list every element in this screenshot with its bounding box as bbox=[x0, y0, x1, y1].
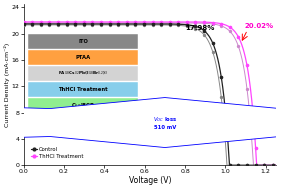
Y-axis label: Current Density (mA·cm⁻²): Current Density (mA·cm⁻²) bbox=[4, 43, 10, 127]
Legend: Control, ThHCl Treatment: Control, ThHCl Treatment bbox=[29, 145, 85, 161]
Text: 17.98%: 17.98% bbox=[185, 25, 214, 31]
Text: $V_{OC}$ loss: $V_{OC}$ loss bbox=[153, 115, 177, 124]
X-axis label: Voltage (V): Voltage (V) bbox=[129, 176, 171, 185]
Text: 510 mV: 510 mV bbox=[154, 125, 176, 130]
Text: 20.02%: 20.02% bbox=[244, 23, 274, 29]
PathPatch shape bbox=[0, 98, 282, 148]
